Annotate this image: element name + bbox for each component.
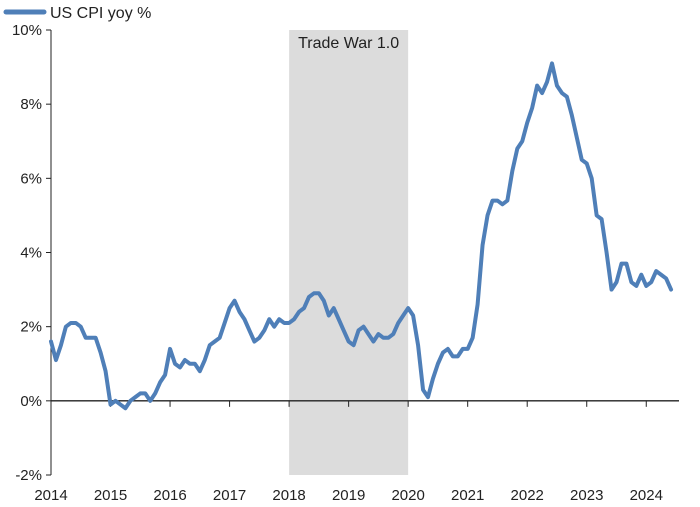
x-tick-label: 2018 — [272, 487, 305, 504]
y-tick-label: -2% — [15, 467, 42, 484]
x-tick-label: 2019 — [332, 487, 365, 504]
x-tick-label: 2014 — [34, 487, 67, 504]
y-tick-label: 0% — [20, 393, 42, 410]
x-tick-label: 2016 — [153, 487, 186, 504]
series-line-us-cpi — [49, 61, 674, 411]
x-tick-label: 2022 — [511, 487, 544, 504]
x-tick-label: 2024 — [630, 487, 663, 504]
y-tick-label: 10% — [12, 22, 42, 39]
legend: US CPI yoy % — [3, 5, 151, 22]
y-tick-label: 4% — [20, 245, 42, 262]
y-tick-label: 2% — [20, 319, 42, 336]
x-tick-label: 2021 — [451, 487, 484, 504]
y-axis-ticks: -2% 0% 2% 4% 6% 8% 10% — [12, 22, 51, 484]
x-tick-label: 2015 — [94, 487, 127, 504]
trade-war-label: Trade War 1.0 — [298, 35, 399, 52]
y-tick-label: 8% — [20, 96, 42, 113]
x-tick-label: 2020 — [391, 487, 424, 504]
series-layer — [49, 61, 674, 411]
x-tick-label: 2023 — [570, 487, 603, 504]
legend-label-us-cpi: US CPI yoy % — [50, 5, 151, 22]
trade-war-shaded-region — [289, 30, 409, 475]
x-tick-label: 2017 — [213, 487, 246, 504]
x-axis-ticks: 2014 2015 2016 2017 2018 2019 2020 2021 2022 2023… — [34, 400, 663, 504]
y-tick-label: 6% — [20, 170, 42, 187]
